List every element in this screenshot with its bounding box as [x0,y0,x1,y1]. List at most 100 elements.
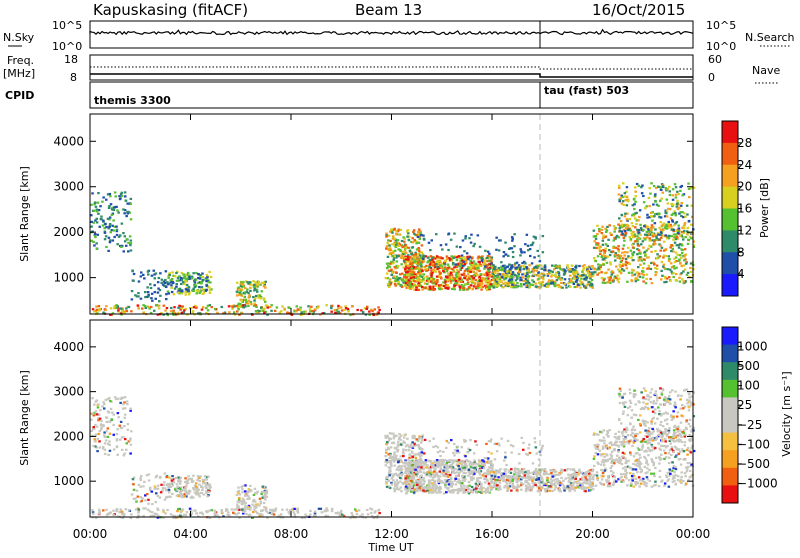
echo-cell [388,474,391,476]
echo-cell [621,230,624,232]
echo-cell [238,286,241,288]
power-colorbar-segment [722,165,738,187]
echo-cell [394,285,397,287]
echo-cell [206,276,209,278]
echo-cell [417,459,420,461]
echo-cell [658,227,661,229]
echo-cell [587,270,590,272]
echo-cell [195,307,198,309]
echo-cell [94,202,97,204]
echo-cell [400,490,403,492]
echo-cell [633,208,636,210]
echo-cell [467,460,470,462]
echo-cell [314,308,317,310]
echo-cell [437,466,440,468]
echo-cell [116,508,119,510]
echo-cell [109,450,112,452]
echo-cell [665,281,668,283]
echo-cell [554,285,557,287]
echo-cell [159,272,162,274]
echo-cell [143,277,146,279]
echo-cell [666,277,669,279]
echo-cell [129,437,132,439]
echo-cell [668,237,671,239]
echo-cell [605,272,608,274]
echo-cell [180,277,183,279]
echo-cell [314,514,317,516]
echo-cell [316,307,319,309]
echo-cell [406,483,409,485]
echo-cell [168,274,171,276]
echo-cell [125,245,128,247]
echo-cell [402,448,405,450]
echo-cell [477,287,480,289]
echo-cell [158,300,161,302]
echo-cell [582,265,585,267]
echo-cell [458,479,461,481]
echo-cell [669,280,672,282]
echo-cell [473,459,476,461]
echo-cell [407,274,410,276]
echo-cell [602,258,605,260]
echo-cell [576,279,579,281]
echo-cell [468,471,471,473]
echo-cell [628,272,631,274]
echo-cell [455,276,458,278]
echo-cell [113,414,116,416]
echo-cell [279,311,282,313]
echo-cell [92,308,95,310]
echo-cell [356,513,359,515]
echo-cell [211,306,214,308]
echo-cell [168,292,171,294]
echo-cell [664,212,667,214]
echo-cell [388,235,391,237]
echo-cell [189,508,192,510]
echo-cell [142,485,145,487]
echo-cell [478,465,481,467]
echo-cell [147,499,150,501]
echo-cell [467,288,470,290]
echo-cell [110,307,113,309]
echo-cell [690,281,693,283]
echo-cell [459,289,462,291]
echo-cell [679,281,682,283]
echo-cell [393,437,396,439]
echo-cell [390,261,393,263]
echo-cell [520,283,523,285]
echo-cell [131,290,134,292]
echo-cell [398,469,401,471]
echo-cell [151,293,154,295]
echo-cell [394,447,397,449]
echo-cell [633,251,636,253]
echo-cell [435,263,438,265]
echo-cell [429,460,432,462]
echo-cell [522,265,525,267]
echo-cell [107,427,110,429]
echo-cell [196,292,199,294]
echo-cell [643,258,646,260]
echo-cell [340,510,343,512]
echo-cell [288,511,291,513]
echo-cell [419,469,422,471]
echo-cell [634,201,637,203]
echo-cell [129,410,132,412]
echo-cell [491,488,494,490]
echo-cell [466,279,469,281]
echo-cell [153,284,156,286]
echo-cell [118,195,121,197]
echo-cell [427,471,430,473]
echo-cell [163,305,166,307]
echo-cell [675,196,678,198]
echo-cell [412,456,415,458]
echo-cell [601,229,604,231]
echo-cell [463,250,466,252]
echo-cell [650,229,653,231]
echo-cell [464,277,467,279]
echo-cell [620,261,623,263]
echo-cell [355,510,358,512]
echo-cell [464,469,467,471]
echo-cell [245,494,248,496]
echo-cell [199,480,202,482]
echo-cell [642,271,645,273]
echo-cell [618,278,621,280]
